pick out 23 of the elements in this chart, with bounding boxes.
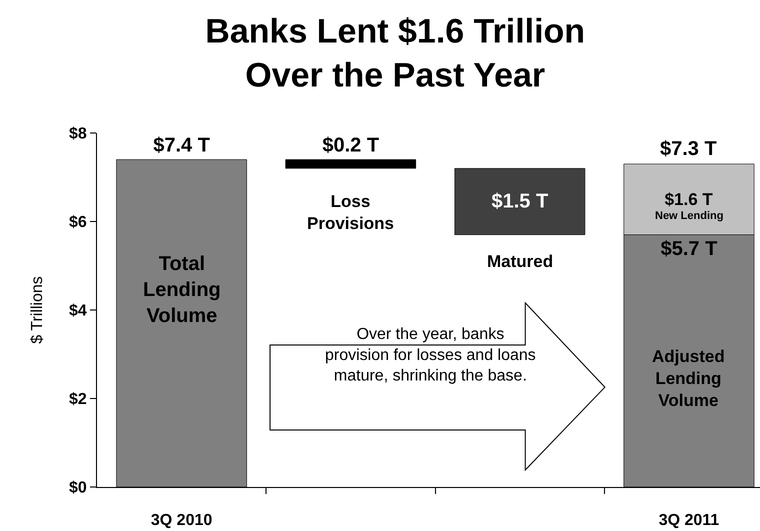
chart-title: Banks Lent $1.6 Trillion Over the Past Year bbox=[205, 12, 586, 95]
y-tick-label: $8 bbox=[69, 126, 87, 143]
annotation: Adjusted Lending Volume bbox=[652, 347, 725, 410]
x-tick-label: 3Q 2010 bbox=[150, 512, 212, 530]
annotation: Loss Provisions bbox=[307, 192, 394, 234]
bar bbox=[454, 168, 586, 236]
data-label: $1.5 T bbox=[491, 190, 548, 213]
annotation: New Lending bbox=[655, 210, 724, 222]
data-label: $0.2 T bbox=[322, 134, 380, 157]
y-axis-title: $ Trillions bbox=[28, 276, 46, 344]
y-tick-label: $4 bbox=[69, 302, 87, 320]
bar bbox=[285, 159, 416, 169]
data-label: $5.7 T bbox=[660, 238, 718, 260]
total-label: $7.3 T bbox=[660, 138, 717, 160]
x-tick-label: 3Q 2011 bbox=[658, 512, 720, 530]
annotation: Over the year, banks provision for losses and loans mature, shrinking the base. bbox=[325, 326, 536, 385]
y-tick-label: $2 bbox=[69, 391, 87, 408]
data-label: $1.6 T bbox=[664, 190, 714, 209]
annotation: Matured bbox=[487, 252, 554, 271]
data-label: $7.4 T bbox=[153, 134, 210, 157]
annotation: Total Lending Volume bbox=[143, 253, 221, 327]
y-tick-label: $6 bbox=[69, 214, 87, 232]
y-tick-label: $0 bbox=[69, 480, 87, 497]
